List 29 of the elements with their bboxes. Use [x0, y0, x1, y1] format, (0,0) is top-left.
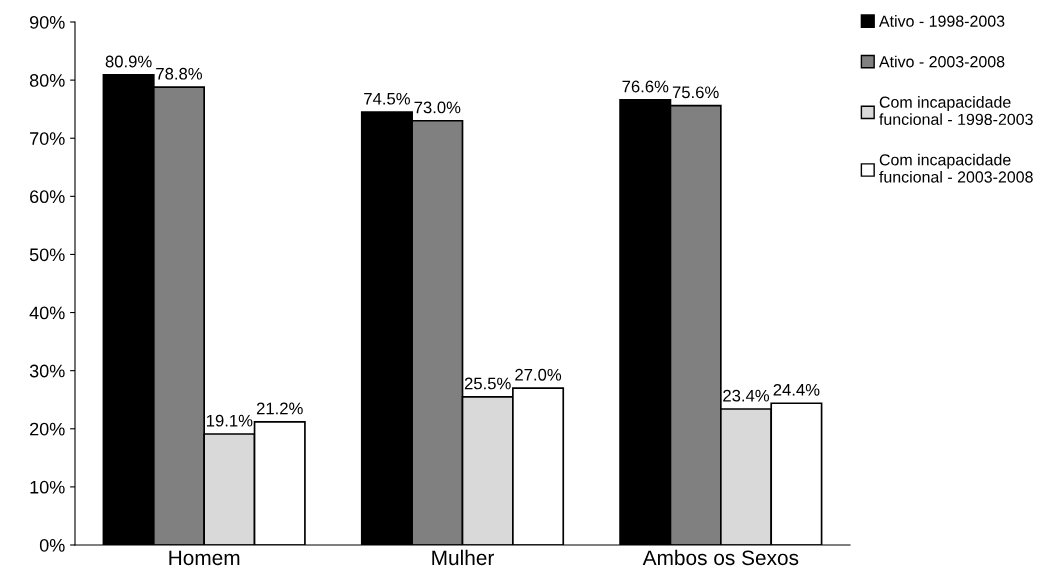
legend-label: Ativo - 2003-2008: [878, 55, 1005, 68]
data-label: 75.6%: [672, 86, 719, 99]
data-label: 19.1%: [207, 414, 253, 427]
y-tick-label: 60%: [30, 190, 65, 204]
data-label: 24.4%: [773, 383, 820, 396]
data-label: 25.5%: [464, 377, 511, 390]
legend-label: Com incapacidade funcional - 1998-2003: [879, 96, 1033, 126]
data-label: 80.9%: [105, 55, 152, 68]
y-tick-label: 0%: [39, 538, 65, 552]
y-tick-label: 90%: [29, 15, 65, 29]
data-label: 78.8%: [156, 67, 203, 80]
data-label: 23.4%: [723, 389, 770, 402]
x-tick-label: Ambos os Sexos: [642, 549, 799, 566]
legend-label: Com incapacidade funcional - 2003-2008: [879, 153, 1033, 183]
y-tick-label: 50%: [29, 248, 65, 262]
data-label: 27.0%: [515, 368, 562, 381]
y-tick-label: 30%: [29, 364, 65, 378]
data-label: 21.2%: [256, 402, 303, 415]
y-tick-label: 40%: [29, 306, 65, 320]
data-label: 76.6%: [622, 80, 669, 93]
y-tick-label: 20%: [30, 422, 65, 436]
data-label: 73.0%: [414, 101, 461, 114]
x-tick-label: Mulher: [432, 549, 494, 566]
y-tick-label: 70%: [30, 132, 65, 145]
data-label: 74.5%: [364, 92, 410, 105]
y-tick-label: 10%: [30, 480, 65, 494]
legend-label: Ativo - 1998-2003: [878, 15, 1005, 27]
y-tick-label: 80%: [29, 74, 65, 87]
x-tick-label: Homem: [169, 550, 240, 566]
